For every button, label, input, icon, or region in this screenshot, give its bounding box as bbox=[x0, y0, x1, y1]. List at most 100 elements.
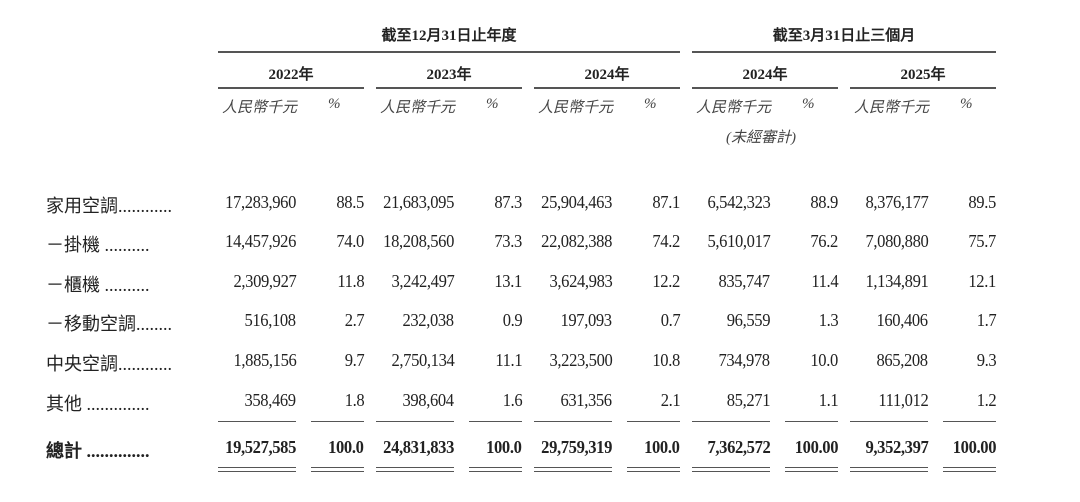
rule bbox=[376, 87, 522, 89]
percent-cell: 1.8 bbox=[344, 390, 364, 410]
amount-cell: 358,469 bbox=[244, 390, 297, 410]
amount-cell: 17,283,960 bbox=[225, 192, 296, 212]
total-double-rule bbox=[469, 471, 522, 472]
subtotal-rule bbox=[218, 421, 296, 422]
percent-cell: 9.3 bbox=[976, 350, 996, 370]
amount-unit: 人民幣千元 bbox=[222, 100, 298, 116]
amount-cell: 7,362,572 bbox=[707, 437, 770, 457]
subtotal-rule bbox=[785, 421, 838, 422]
amount-cell: 2,750,134 bbox=[391, 350, 454, 370]
amount-cell: 3,223,500 bbox=[549, 350, 612, 370]
amount-unit: 人民幣千元 bbox=[696, 100, 772, 116]
rule bbox=[692, 51, 996, 53]
percent-cell: 1.2 bbox=[976, 390, 996, 410]
total-double-rule bbox=[376, 471, 454, 472]
total-double-rule bbox=[692, 467, 770, 468]
amount-cell: 6,542,323 bbox=[707, 192, 770, 212]
period-year: 2024年 bbox=[742, 67, 788, 83]
subtotal-rule bbox=[692, 421, 770, 422]
pct-unit: % bbox=[960, 96, 973, 112]
total-double-rule bbox=[218, 471, 296, 472]
amount-cell: 21,683,095 bbox=[383, 192, 454, 212]
amount-cell: 14,457,926 bbox=[225, 231, 296, 251]
percent-cell: 12.1 bbox=[968, 271, 996, 291]
percent-cell: 74.2 bbox=[652, 231, 680, 251]
amount-cell: 1,134,891 bbox=[865, 271, 928, 291]
percent-cell: 1.6 bbox=[502, 390, 522, 410]
amount-unit: 人民幣千元 bbox=[538, 100, 614, 116]
rule bbox=[218, 87, 364, 89]
period-year: 2024年 bbox=[584, 67, 630, 83]
row-label: 中央空調............ bbox=[46, 354, 172, 374]
amount-unit: 人民幣千元 bbox=[380, 100, 456, 116]
total-double-rule bbox=[534, 467, 612, 468]
rule bbox=[534, 87, 680, 89]
percent-cell: 76.2 bbox=[810, 231, 838, 251]
amount-cell: 7,080,880 bbox=[865, 231, 928, 251]
group-header-quarter: 截至3月31日止三個月 bbox=[772, 28, 916, 44]
pct-unit: % bbox=[802, 96, 815, 112]
percent-cell: 11.4 bbox=[811, 271, 838, 291]
amount-cell: 85,271 bbox=[726, 390, 771, 410]
total-double-rule bbox=[376, 467, 454, 468]
amount-cell: 232,038 bbox=[402, 310, 455, 330]
amount-cell: 516,108 bbox=[244, 310, 297, 330]
period-year: 2025年 bbox=[900, 67, 946, 83]
row-label: 家用空調............ bbox=[46, 196, 172, 216]
row-label: －掛機 .......... bbox=[46, 235, 150, 255]
row-label: －櫃機 .......... bbox=[46, 275, 150, 295]
percent-cell: 75.7 bbox=[968, 231, 996, 251]
percent-cell: 100.00 bbox=[952, 437, 997, 457]
amount-cell: 197,093 bbox=[560, 310, 613, 330]
amount-cell: 19,527,585 bbox=[225, 437, 296, 457]
total-double-rule bbox=[850, 467, 928, 468]
total-double-rule bbox=[943, 471, 996, 472]
percent-cell: 100.0 bbox=[328, 437, 365, 457]
pct-unit: % bbox=[644, 96, 657, 112]
total-double-rule bbox=[534, 471, 612, 472]
subtotal-rule bbox=[376, 421, 454, 422]
amount-cell: 8,376,177 bbox=[865, 192, 928, 212]
amount-cell: 631,356 bbox=[560, 390, 613, 410]
total-double-rule bbox=[692, 471, 770, 472]
period-year: 2022年 bbox=[268, 67, 314, 83]
amount-cell: 160,406 bbox=[876, 310, 929, 330]
amount-cell: 734,978 bbox=[718, 350, 771, 370]
amount-cell: 22,082,388 bbox=[541, 231, 612, 251]
percent-cell: 11.8 bbox=[337, 271, 364, 291]
percent-cell: 0.7 bbox=[660, 310, 680, 330]
period-year: 2023年 bbox=[426, 67, 472, 83]
group-header-annual: 截至12月31日止年度 bbox=[381, 28, 517, 44]
subtotal-rule bbox=[627, 421, 680, 422]
percent-cell: 88.5 bbox=[336, 192, 364, 212]
total-double-rule bbox=[218, 467, 296, 468]
percent-cell: 73.3 bbox=[494, 231, 522, 251]
percent-cell: 1.1 bbox=[818, 390, 838, 410]
subtotal-rule bbox=[943, 421, 996, 422]
total-double-rule bbox=[627, 467, 680, 468]
percent-cell: 100.0 bbox=[644, 437, 681, 457]
rule bbox=[692, 87, 838, 89]
amount-cell: 2,309,927 bbox=[233, 271, 296, 291]
total-double-rule bbox=[627, 471, 680, 472]
amount-cell: 24,831,833 bbox=[383, 437, 454, 457]
total-double-rule bbox=[785, 471, 838, 472]
amount-cell: 111,012 bbox=[877, 390, 928, 410]
percent-cell: 89.5 bbox=[968, 192, 996, 212]
percent-cell: 100.00 bbox=[794, 437, 839, 457]
percent-cell: 12.2 bbox=[652, 271, 680, 291]
percent-cell: 10.0 bbox=[810, 350, 838, 370]
percent-cell: 1.3 bbox=[818, 310, 838, 330]
pct-unit: % bbox=[486, 96, 499, 112]
rule bbox=[850, 87, 996, 89]
percent-cell: 87.1 bbox=[652, 192, 680, 212]
total-double-rule bbox=[785, 467, 838, 468]
amount-cell: 29,759,319 bbox=[541, 437, 612, 457]
amount-cell: 1,885,156 bbox=[233, 350, 296, 370]
subtotal-rule bbox=[469, 421, 522, 422]
percent-cell: 13.1 bbox=[494, 271, 522, 291]
row-label: 其他 .............. bbox=[46, 394, 150, 414]
percent-cell: 9.7 bbox=[344, 350, 364, 370]
percent-cell: 1.7 bbox=[976, 310, 996, 330]
